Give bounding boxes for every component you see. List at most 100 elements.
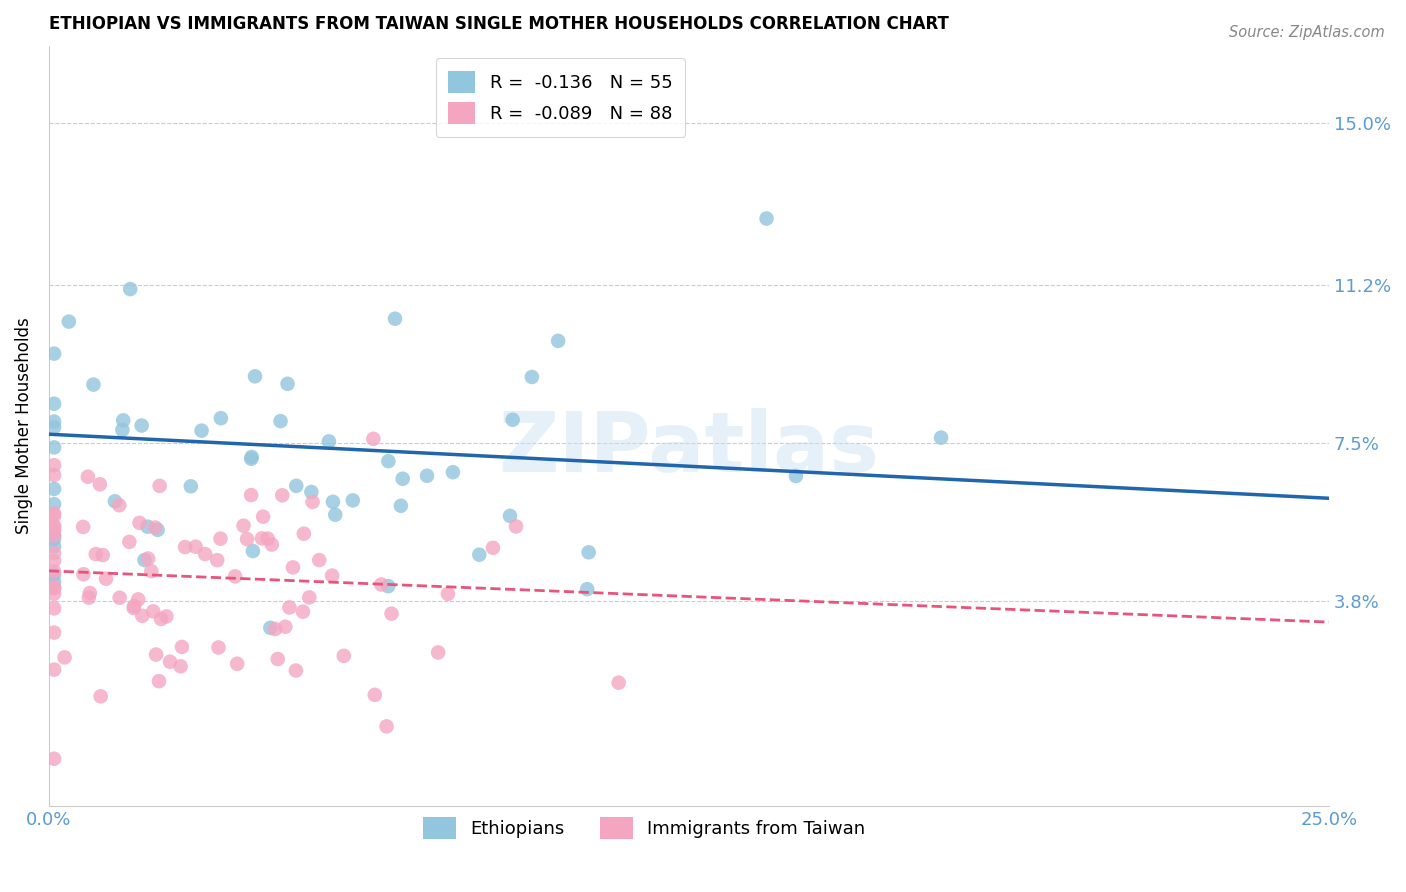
Point [278,600,301,615]
Point [301,495,323,509]
Point [76,469,98,483]
Text: ETHIOPIAN VS IMMIGRANTS FROM TAIWAN SINGLE MOTHER HOUSEHOLDS CORRELATION CHART: ETHIOPIAN VS IMMIGRANTS FROM TAIWAN SING… [49,15,949,33]
Point [89,477,111,491]
Point [277,376,299,391]
Point [42,546,65,560]
Point [111,423,134,437]
Point [322,495,344,509]
Point [437,587,460,601]
Point [72,520,94,534]
Point [250,532,273,546]
Point [42,528,65,542]
Point [145,648,167,662]
Point [82,377,104,392]
Point [42,587,65,601]
Point [299,485,322,500]
Point [240,488,263,502]
Point [384,311,406,326]
Point [236,532,259,546]
Point [323,508,346,522]
Point [42,520,65,534]
Point [205,553,228,567]
Point [42,601,65,615]
Point [274,620,297,634]
Point [547,334,569,348]
Point [240,451,263,466]
Point [79,586,101,600]
Point [271,488,294,502]
Point [377,454,399,468]
Point [576,582,599,597]
Point [318,434,340,449]
Point [502,413,524,427]
Point [285,479,308,493]
Point [134,553,156,567]
Point [42,575,65,590]
Point [42,415,65,429]
Point [281,560,304,574]
Point [58,315,80,329]
Point [148,674,170,689]
Point [141,564,163,578]
Point [240,450,263,464]
Point [298,591,321,605]
Point [128,516,150,530]
Point [42,346,65,360]
Point [136,519,159,533]
Point [190,424,212,438]
Point [42,752,65,766]
Point [170,640,193,654]
Y-axis label: Single Mother Households: Single Mother Households [15,318,32,534]
Point [42,565,65,579]
Point [174,540,197,554]
Point [441,465,464,479]
Point [42,482,65,496]
Point [91,548,114,562]
Point [77,591,100,605]
Point [259,621,281,635]
Point [94,572,117,586]
Point [90,690,112,704]
Point [142,604,165,618]
Point [42,458,65,473]
Point [321,568,343,582]
Point [482,541,505,555]
Point [146,523,169,537]
Point [284,664,307,678]
Point [42,625,65,640]
Point [194,547,217,561]
Point [375,719,398,733]
Point [42,580,65,594]
Point [42,441,65,455]
Point [499,508,522,523]
Point [42,663,65,677]
Point [342,493,364,508]
Point [108,498,131,512]
Point [155,609,177,624]
Point [108,591,131,605]
Point [42,582,65,596]
Point [209,411,232,425]
Point [232,518,254,533]
Point [333,648,356,663]
Point [209,532,232,546]
Point [131,608,153,623]
Point [370,577,392,591]
Point [380,607,402,621]
Point [308,553,330,567]
Point [84,547,107,561]
Point [520,370,543,384]
Point [468,548,491,562]
Point [267,652,290,666]
Point [427,645,450,659]
Point [252,509,274,524]
Point [112,413,135,427]
Point [264,622,287,636]
Point [42,420,65,434]
Point [122,601,145,615]
Point [143,520,166,534]
Point [226,657,249,671]
Point [256,532,278,546]
Point [42,532,65,546]
Point [755,211,778,226]
